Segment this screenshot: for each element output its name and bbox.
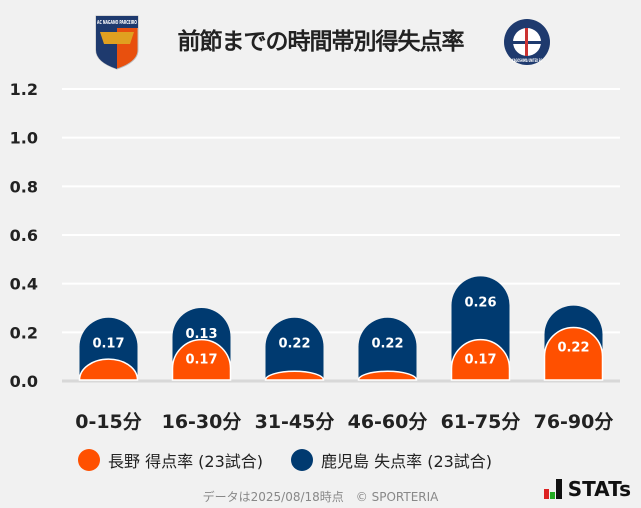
bar-nagano	[264, 370, 325, 381]
x-tick-label: 0-15分	[75, 411, 142, 433]
legend-item-nagano: 長野 得点率 (23試合)	[78, 448, 263, 472]
data-label-kagoshima: 0.13	[185, 327, 217, 342]
x-tick-label: 61-75分	[441, 411, 521, 433]
data-label-nagano: 0.17	[464, 353, 496, 368]
legend: 長野 得点率 (23試合) 鹿児島 失点率 (23試合)	[78, 448, 492, 472]
x-tick-label: 16-30分	[162, 411, 242, 433]
y-tick-label: 0.6	[10, 226, 38, 245]
legend-swatch	[78, 449, 100, 471]
bar-nagano	[450, 338, 511, 381]
x-tick-label: 31-45分	[255, 411, 335, 433]
bar-kagoshima	[358, 317, 417, 380]
data-label-kagoshima: 0.26	[464, 295, 496, 310]
bar-kagoshima	[265, 317, 324, 380]
data-label-nagano: 0.22	[557, 340, 589, 355]
data-label-kagoshima: 0.22	[371, 337, 403, 352]
legend-label: 長野 得点率 (23試合)	[108, 452, 264, 471]
away-team-logo: KAGOSHIMA UNITED FC	[503, 18, 551, 70]
footer-note: データは2025/08/18時点 © SPORTERIA	[202, 490, 439, 504]
legend-item-kagoshima: 鹿児島 失点率 (23試合)	[291, 448, 492, 472]
chart-plot: 0.0 0.2 0.4 0.6 0.8 1.0 1.2 0.17 0-15分 0.13 0.17 16…	[10, 80, 620, 433]
legend-label: 鹿児島 失点率 (23試合)	[321, 452, 493, 471]
data-label-nagano: 0.17	[185, 353, 217, 368]
legend-swatch	[291, 449, 314, 471]
chart-title: 前節までの時間帯別得失点率	[177, 29, 465, 55]
data-label-kagoshima: 0.22	[278, 337, 310, 352]
stats-logo: STATs	[543, 479, 631, 499]
home-logo-text: AC NAGANO PARCEIRO	[97, 20, 137, 26]
x-tick-label: 46-60分	[348, 411, 428, 433]
home-team-logo: AC NAGANO PARCEIRO	[94, 14, 140, 74]
y-tick-label: 1.2	[10, 80, 38, 99]
away-logo-text: KAGOSHIMA UNITED FC	[512, 58, 542, 63]
y-tick-label: 1.0	[10, 129, 38, 148]
y-tick-label: 0.2	[10, 323, 38, 342]
bar-nagano	[543, 326, 604, 381]
y-tick-label: 0.0	[10, 372, 38, 391]
bar-nagano	[171, 338, 232, 381]
data-label-kagoshima: 0.17	[92, 337, 124, 352]
bar-nagano	[357, 370, 418, 381]
bar-nagano	[78, 358, 139, 381]
y-tick-label: 0.4	[10, 275, 38, 294]
x-tick-label: 76-90分	[534, 411, 614, 433]
y-tick-label: 0.8	[10, 177, 38, 196]
